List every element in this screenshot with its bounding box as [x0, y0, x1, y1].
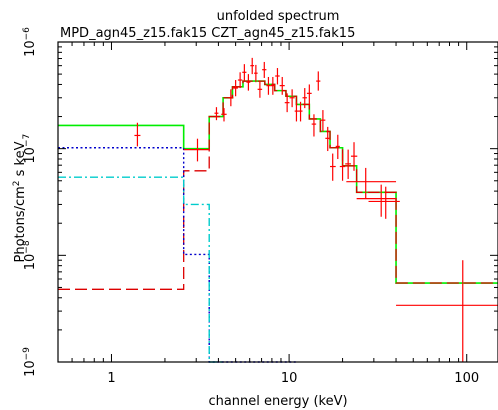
plot-area — [58, 42, 498, 362]
y-tick-base: 10 — [23, 360, 38, 377]
data-point — [306, 84, 312, 105]
y-tick-base: 10 — [23, 40, 38, 57]
y-tick-label: 10−8 — [22, 240, 38, 270]
data-point — [320, 110, 326, 132]
data-point — [134, 122, 141, 147]
data-point — [302, 88, 307, 109]
x-tick-label: 10 — [281, 371, 298, 386]
data-point — [270, 76, 276, 95]
y-tick-exponent: −6 — [22, 27, 32, 41]
data-layer — [134, 57, 498, 362]
data-point — [311, 114, 317, 137]
data-point — [396, 260, 498, 362]
y-tick-label: 10−6 — [22, 27, 38, 57]
y-tick-label-text: 10−7 — [22, 134, 38, 164]
data-point — [237, 72, 243, 89]
y-tick-base: 10 — [23, 254, 38, 271]
y-tick-label-text: 10−6 — [22, 27, 38, 57]
data-point — [316, 71, 321, 91]
data-point — [275, 68, 280, 85]
data-point — [257, 81, 263, 98]
data-point — [330, 153, 336, 181]
data-point — [284, 93, 290, 113]
data-point — [294, 101, 299, 122]
plot-frame — [57, 41, 498, 363]
y-tick-label-text: 10−9 — [22, 347, 38, 377]
data-point — [183, 138, 210, 162]
data-point — [228, 89, 234, 107]
data-point — [335, 134, 340, 160]
chart-subtitle: MPD_agn45_z15.fak15 CZT_agn45_z15.fak15 — [60, 26, 355, 41]
x-tick-label: 100 — [454, 371, 479, 386]
y-tick-label: 10−9 — [22, 347, 38, 377]
data-point — [246, 74, 251, 91]
y-axis-label-sup: 2 — [12, 180, 22, 186]
data-point — [339, 153, 346, 181]
y-tick-label-text: 10−8 — [22, 240, 38, 270]
data-point — [242, 64, 247, 82]
model-series-1 — [58, 80, 498, 290]
label-layer: unfolded spectrum MPD_agn45_z15.fak15 CZ… — [12, 9, 355, 409]
frame-layer — [57, 41, 498, 363]
data-point — [289, 89, 295, 108]
data-point — [262, 61, 267, 78]
data-point — [254, 64, 258, 83]
data-point — [346, 167, 397, 199]
y-tick-exponent: −7 — [22, 134, 32, 147]
data-point — [279, 76, 285, 95]
x-tick-label: 1 — [107, 371, 115, 386]
plot-background — [58, 42, 498, 362]
y-axis-label-prefix: Photons/cm — [13, 186, 28, 262]
data-point — [250, 57, 255, 75]
data-point — [233, 80, 238, 97]
y-tick-exponent: −9 — [22, 347, 32, 361]
data-point — [325, 126, 331, 152]
y-axis-label: Photons/cm2 s keV — [12, 141, 28, 262]
y-tick-exponent: −8 — [22, 240, 32, 254]
x-axis-label: channel energy (keV) — [208, 394, 347, 409]
data-point — [356, 184, 397, 217]
data-point — [298, 101, 303, 122]
y-tick-base: 10 — [23, 147, 38, 164]
y-tick-label: 10−7 — [22, 134, 38, 164]
data-point — [350, 142, 358, 171]
data-point — [266, 76, 271, 95]
data-point — [368, 186, 400, 219]
y-axis-label-suffix: s keV — [13, 141, 28, 180]
data-point — [221, 108, 227, 122]
data-point — [214, 107, 219, 121]
chart-title: unfolded spectrum — [217, 9, 340, 24]
data-point — [345, 149, 351, 179]
